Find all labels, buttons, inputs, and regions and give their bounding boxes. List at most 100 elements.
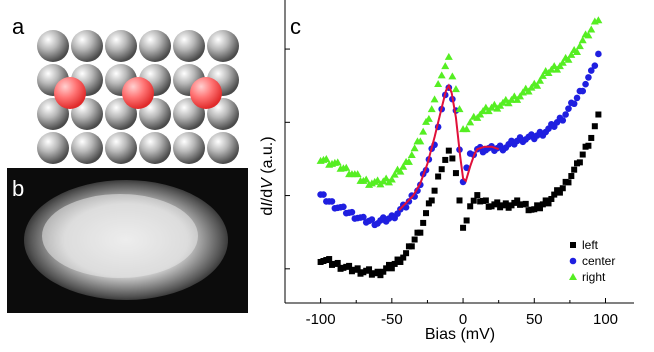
lattice-atom — [173, 132, 205, 164]
lattice-atom — [71, 132, 103, 164]
point-left — [374, 268, 381, 275]
stm-core — [42, 194, 198, 278]
panel-a-label: a — [12, 14, 25, 39]
lattice-atom — [207, 132, 239, 164]
x-tick-label: -100 — [306, 311, 336, 328]
point-right — [427, 105, 436, 113]
point-center — [562, 111, 569, 118]
point-left — [571, 166, 578, 173]
point-right — [407, 151, 416, 159]
point-left — [539, 201, 546, 208]
adatom-highlight — [122, 77, 154, 109]
point-right — [564, 55, 573, 63]
point-right — [584, 31, 593, 39]
point-left — [445, 147, 452, 154]
lattice-atom — [105, 30, 137, 62]
point-right — [516, 92, 525, 100]
point-left — [397, 258, 404, 265]
point-left — [502, 200, 509, 207]
point-left — [435, 173, 442, 180]
point-left — [380, 268, 387, 275]
point-left — [452, 170, 459, 177]
point-right — [518, 88, 527, 96]
point-center — [579, 87, 587, 95]
point-left — [585, 142, 592, 149]
point-right — [353, 170, 362, 178]
atom-lattice — [37, 30, 239, 164]
point-left — [417, 229, 424, 236]
point-right — [587, 25, 596, 33]
point-left — [494, 199, 501, 206]
point-center — [587, 67, 595, 74]
point-right — [362, 175, 371, 183]
point-center — [368, 216, 376, 223]
point-right — [419, 127, 428, 135]
point-right — [441, 62, 450, 70]
point-left — [514, 197, 521, 204]
point-left — [391, 260, 398, 267]
legend-marker-right — [569, 273, 577, 280]
point-right — [567, 50, 576, 58]
point-left — [467, 203, 474, 210]
point-right — [462, 125, 471, 133]
point-center — [570, 100, 578, 108]
point-center — [591, 62, 599, 69]
point-right — [430, 95, 439, 103]
x-tick-label: 50 — [526, 311, 543, 328]
point-left — [408, 243, 415, 250]
point-left — [449, 155, 456, 162]
fit-curve — [398, 83, 500, 211]
panel-b-label: b — [12, 176, 24, 201]
point-left — [442, 156, 449, 163]
point-center — [565, 105, 572, 112]
point-right — [533, 81, 542, 89]
point-left — [354, 265, 361, 272]
point-right — [535, 76, 544, 84]
point-right — [404, 157, 413, 165]
stm-image — [7, 168, 248, 313]
lattice-atom — [71, 30, 103, 62]
point-right — [466, 118, 475, 126]
point-right — [451, 85, 460, 93]
point-left — [366, 266, 373, 273]
point-left — [460, 224, 467, 231]
point-right — [527, 83, 536, 91]
point-left — [463, 217, 470, 224]
point-left — [456, 197, 463, 204]
point-center — [595, 50, 602, 58]
x-ticks: -100 -50 0 50 100 — [284, 298, 618, 328]
point-left — [576, 159, 583, 166]
point-left — [388, 265, 395, 272]
adatom-highlight — [190, 77, 222, 109]
point-left — [438, 166, 445, 173]
series-left — [317, 111, 602, 279]
legend: left center right — [569, 238, 615, 284]
point-left — [428, 197, 435, 204]
point-right — [448, 72, 457, 80]
point-right — [387, 175, 396, 183]
point-left — [346, 262, 353, 269]
point-left — [588, 134, 595, 141]
lattice-atom — [139, 30, 171, 62]
point-left — [579, 151, 586, 158]
point-left — [470, 197, 477, 204]
point-left — [551, 191, 558, 198]
point-left — [545, 200, 552, 207]
legend-label-left: left — [582, 238, 599, 252]
point-right — [424, 114, 433, 122]
x-tick-label: 100 — [593, 311, 618, 328]
point-center — [340, 203, 347, 211]
panel-c-label: c — [290, 14, 301, 39]
point-right — [455, 105, 464, 113]
legend-label-center: center — [582, 254, 615, 268]
point-right — [444, 52, 453, 60]
point-center — [360, 213, 367, 221]
point-right — [396, 167, 405, 175]
point-right — [434, 79, 443, 87]
lattice-atom — [37, 132, 69, 164]
point-center — [348, 208, 356, 216]
point-left — [420, 219, 427, 226]
lattice-atom — [173, 30, 205, 62]
point-left — [559, 185, 566, 192]
